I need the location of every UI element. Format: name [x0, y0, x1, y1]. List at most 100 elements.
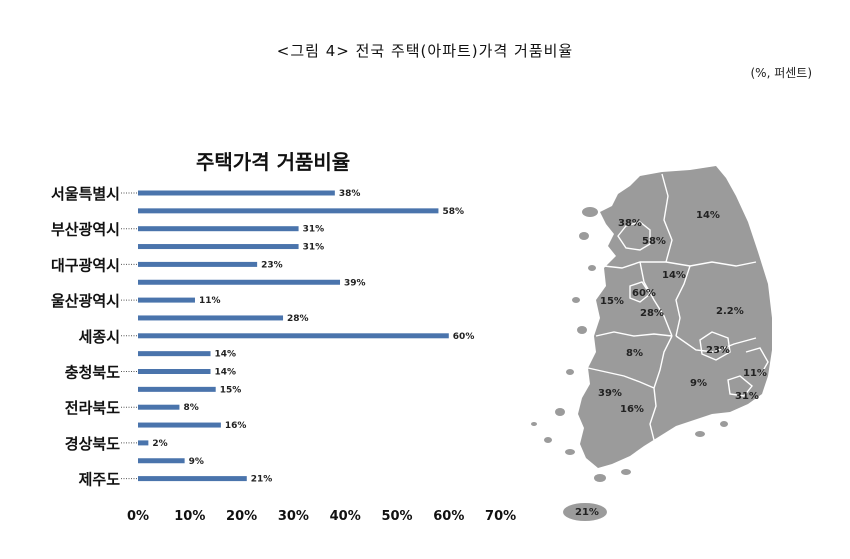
bar-value-label: 15% [220, 385, 242, 395]
map-island [531, 422, 537, 426]
map-region-value: 16% [620, 404, 644, 415]
bar-6 [138, 297, 195, 303]
border-jeonbuk-jeonnam [587, 367, 655, 389]
border-chungnam-jeonbuk [595, 331, 673, 337]
map-island [566, 369, 574, 375]
border-busan [727, 375, 753, 397]
x-tick-label: 50% [381, 509, 412, 524]
bar-value-label: 2% [152, 439, 167, 449]
bar-14 [138, 440, 149, 446]
map-island [579, 232, 589, 240]
map-region-value: 23% [706, 345, 730, 356]
border-gyeongbuk-gyeongnam [675, 335, 757, 353]
map-island [572, 297, 580, 303]
map-region-value: 14% [696, 210, 720, 221]
bar-value-label: 9% [189, 457, 204, 467]
category-label: 충청북도 [65, 364, 120, 382]
x-axis-ticks: 0% 10% 20% 30% 40% 50% 60% 70% [127, 509, 516, 524]
map-borders [587, 173, 769, 441]
border-chungbuk-gyeongbuk [675, 265, 691, 337]
border-gyeonggi-south [603, 261, 757, 269]
category-label: 경상북도 [65, 435, 120, 453]
map-island [555, 408, 565, 416]
bar-value-label: 58% [442, 207, 464, 217]
map-island [720, 421, 728, 427]
category-label: 울산광역시 [51, 292, 120, 310]
x-tick-label: 70% [485, 509, 516, 524]
bar-16 [138, 476, 247, 482]
map-region-value: 9% [690, 378, 707, 389]
bar-value-label: 39% [344, 278, 366, 288]
bar-value-label: 14% [215, 350, 237, 360]
bar-value-label: 16% [225, 421, 247, 431]
unit-note: (%, 퍼센트) [750, 66, 812, 80]
map-region-value: 2.2% [716, 306, 744, 317]
category-label: 서울특별시 [51, 185, 120, 203]
map-mainland [578, 166, 772, 468]
bar-9 [138, 351, 211, 357]
korea-map: 38% 14% 58% 14% 15% 60% 28% 2.2% 8% 23% 11% 9% 39% 31… [531, 166, 772, 521]
x-tick-label: 30% [278, 509, 309, 524]
map-island [565, 449, 575, 455]
border-gyeonggi-gangwon [661, 173, 673, 263]
map-region-value: 38% [618, 218, 642, 229]
bar-2 [138, 226, 299, 232]
bar-value-label: 28% [287, 314, 309, 324]
category-label: 부산광역시 [51, 221, 120, 239]
map-region-labels: 38% 14% 58% 14% 15% 60% 28% 2.2% 8% 23% 11% 9% 39% 31… [575, 210, 767, 518]
map-island [544, 437, 552, 443]
map-island [594, 474, 606, 482]
figure-caption: <그림 4> 전국 주택(아파트)가격 거품비율 [276, 42, 574, 60]
bar-value-label: 11% [199, 296, 221, 306]
map-region-value: 15% [600, 296, 624, 307]
bar-1 [138, 208, 439, 214]
bar-3 [138, 244, 299, 250]
bar-value-label: 60% [453, 332, 475, 342]
bars-layer: 38% 58% 31% 31% 23% 39% 11% 28% 60% 14% 14% 15% 8% 16… [138, 189, 474, 485]
border-ulsan [745, 347, 769, 377]
bar-7 [138, 315, 284, 321]
map-region-value: 39% [598, 388, 622, 399]
category-label: 세종시 [79, 328, 120, 346]
map-region-value: 21% [575, 507, 599, 518]
bar-value-label: 8% [183, 403, 198, 413]
bar-value-label: 14% [215, 368, 237, 378]
x-tick-label: 0% [127, 509, 149, 524]
x-tick-label: 20% [226, 509, 257, 524]
bar-11 [138, 386, 216, 392]
map-region-value: 11% [743, 368, 767, 379]
map-island [582, 207, 598, 217]
bar-value-label: 38% [339, 189, 361, 199]
bar-15 [138, 458, 185, 464]
border-chungnam-chungbuk [639, 261, 673, 337]
x-tick-label: 60% [433, 509, 464, 524]
category-label: 제주도 [79, 471, 121, 489]
map-jeju-island [563, 503, 607, 521]
bar-4 [138, 261, 258, 267]
border-gyeongnam-jeonnam [649, 387, 657, 441]
map-island [588, 265, 596, 271]
bar-0 [138, 190, 335, 196]
bar-value-label: 21% [251, 475, 273, 485]
x-tick-label: 10% [174, 509, 205, 524]
bar-5 [138, 279, 341, 285]
border-sejong [629, 281, 651, 303]
bar-10 [138, 369, 211, 374]
category-label: 전라북도 [65, 399, 120, 417]
border-seoul [617, 221, 651, 251]
bar-13 [138, 422, 221, 428]
map-island [621, 469, 631, 475]
map-island [695, 431, 705, 437]
x-tick-label: 40% [330, 509, 361, 524]
bar-value-label: 31% [303, 243, 325, 253]
map-region-value: 31% [735, 391, 759, 402]
border-daegu [699, 331, 731, 361]
bar-8 [138, 333, 449, 339]
map-region-value: 8% [626, 348, 643, 359]
map-region-value: 58% [642, 236, 666, 247]
map-region-value: 60% [632, 288, 656, 299]
map-region-value: 28% [640, 308, 664, 319]
border-jeonbuk-gyeongnam [653, 335, 673, 389]
